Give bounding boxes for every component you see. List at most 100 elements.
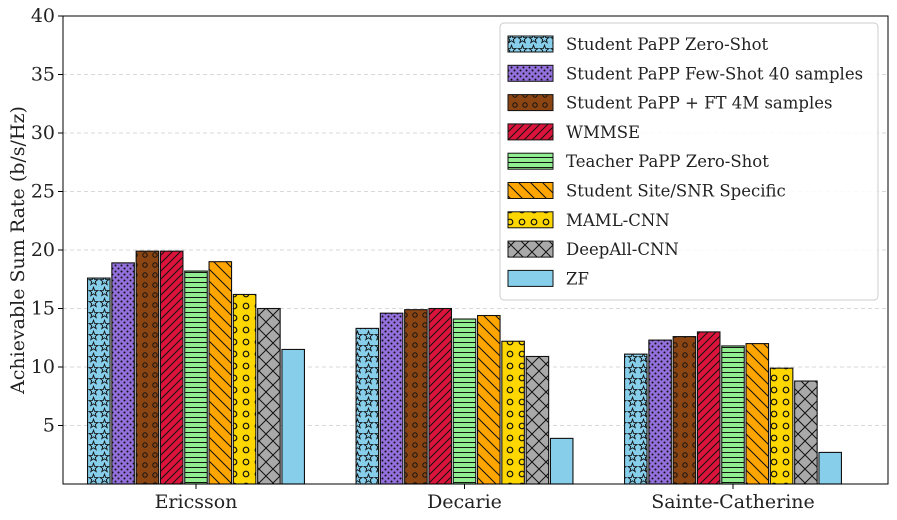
- legend: Student PaPP Zero-Shot Student PaPP Few-S…: [499, 22, 879, 301]
- y-tick-label: 20: [31, 239, 55, 261]
- legend-swatch-hatch: [508, 241, 553, 258]
- legend-item: MAML-CNN: [507, 211, 670, 230]
- bar-hatch: [501, 341, 525, 484]
- legend-label: ZF: [566, 269, 589, 288]
- bar-zf-ericsson: [281, 348, 306, 485]
- y-axis-title: Achievable Sum Rate (b/s/Hz): [7, 106, 29, 395]
- legend-swatch-outline: [507, 123, 554, 141]
- bar-maml-cnn-decarie: [501, 340, 525, 485]
- axes: 5 10 15 20 25 30 35 40 Achievable Sum Rate (b/s/…: [7, 5, 889, 513]
- legend-item: ZF: [507, 269, 589, 288]
- bar-hatch: [624, 354, 648, 484]
- bar-deepall-cnn-sainte-catherine: [794, 380, 818, 485]
- y-tick-label: 30: [31, 122, 55, 144]
- bar-fill: [281, 349, 305, 484]
- legend-swatch: [508, 270, 553, 287]
- bar-hatch: [87, 278, 111, 484]
- bar-zf-decarie: [549, 437, 574, 485]
- bar-hatch: [257, 308, 281, 484]
- legend-label: Student PaPP Zero-Shot: [566, 35, 769, 54]
- bar-teacher-papp-zero-shot-ericsson: [184, 270, 208, 485]
- bar-hatch: [209, 261, 232, 484]
- x-tick-label: Ericsson: [155, 491, 238, 513]
- bar-student-papp-few-shot-40-samples-ericsson: [111, 262, 135, 485]
- bar-hatch: [673, 336, 696, 484]
- y-tick-label: 25: [31, 181, 55, 203]
- legend-swatch-hatch: [508, 123, 553, 140]
- legend-item: Student PaPP Zero-Shot: [507, 35, 769, 54]
- legend-item: WMMSE: [507, 123, 640, 142]
- legend-swatch-outline: [507, 64, 554, 82]
- legend-label: Student PaPP + FT 4M samples: [566, 94, 832, 113]
- plot-frame: [62, 15, 889, 485]
- bar-deepall-cnn-ericsson: [257, 307, 281, 485]
- bar-hatch: [136, 251, 159, 484]
- legend-swatch-outline: [507, 94, 554, 112]
- y-tick-label: 15: [31, 298, 55, 320]
- legend-item: Student Site/SNR Specific: [507, 182, 786, 201]
- bar-student-papp-zero-shot-decarie: [355, 327, 380, 485]
- bar-hatch: [794, 381, 818, 484]
- bar-teacher-papp-zero-shot-sainte-catherine: [721, 345, 745, 485]
- legend-item: Student PaPP Few-Shot 40 samples: [507, 64, 863, 83]
- bar-wmmse-decarie: [428, 307, 453, 485]
- bar-hatch: [404, 309, 428, 484]
- bar-hatch: [477, 315, 501, 484]
- bar-student-site-snr-specific-ericsson: [208, 261, 233, 485]
- legend-swatch-hatch: [508, 153, 553, 170]
- bar-student-site-snr-specific-decarie: [476, 314, 501, 485]
- bar-hatch: [453, 319, 476, 484]
- legend-swatch-outline: [507, 152, 554, 170]
- bar-hatch: [697, 331, 720, 484]
- bar-student-papp-ft-4m-samples-sainte-catherine: [672, 336, 697, 485]
- legend-item: DeepAll-CNN: [507, 240, 679, 259]
- bar-hatch: [160, 251, 183, 484]
- bar-hatch: [721, 345, 745, 484]
- bar-zf-sainte-catherine: [818, 451, 843, 485]
- legend-swatch-hatch: [508, 211, 553, 228]
- legend-swatch-outline: [507, 211, 554, 229]
- legend-box: [499, 22, 879, 301]
- bar-hatch: [428, 308, 452, 484]
- legend-item: Teacher PaPP Zero-Shot: [507, 152, 769, 171]
- legend-label: Student PaPP Few-Shot 40 samples: [566, 64, 863, 83]
- bars-group: [87, 250, 843, 485]
- bar-maml-cnn-ericsson: [232, 293, 257, 485]
- bar-hatch: [356, 328, 379, 484]
- bar-student-papp-zero-shot-ericsson: [87, 277, 111, 485]
- legend-swatch-hatch: [508, 36, 553, 52]
- legend-label: DeepAll-CNN: [566, 240, 679, 259]
- bar-hatch: [648, 340, 672, 484]
- bar-student-site-snr-specific-sainte-catherine: [745, 343, 770, 485]
- legend-item: Student PaPP + FT 4M samples: [507, 94, 832, 113]
- bar-hatch: [746, 343, 769, 484]
- legend-swatch-hatch: [508, 65, 553, 82]
- y-tick-label: 40: [31, 5, 55, 27]
- bar-student-papp-zero-shot-sainte-catherine: [623, 353, 648, 485]
- bar-student-papp-few-shot-40-samples-decarie: [379, 312, 404, 485]
- legend-label: Teacher PaPP Zero-Shot: [566, 152, 769, 171]
- bar-hatch: [770, 368, 793, 484]
- x-tick-label: Sainte-Catherine: [651, 491, 815, 513]
- bar-fill: [818, 452, 842, 484]
- bar-hatch: [111, 262, 135, 484]
- bar-wmmse-ericsson: [159, 250, 184, 485]
- y-tick-label: 10: [31, 356, 55, 378]
- bar-wmmse-sainte-catherine: [696, 331, 721, 485]
- bar-hatch: [233, 294, 256, 484]
- bar-teacher-papp-zero-shot-decarie: [452, 318, 477, 485]
- bar-student-papp-ft-4m-samples-decarie: [404, 309, 428, 485]
- legend-label: Student Site/SNR Specific: [566, 182, 786, 201]
- y-tick-label: 5: [43, 415, 55, 437]
- bar-deepall-cnn-decarie: [525, 355, 550, 485]
- legend-swatch-hatch: [508, 182, 553, 199]
- legend-swatch-hatch: [508, 94, 553, 111]
- x-tick-label: Decarie: [427, 491, 502, 513]
- legend-swatch-outline: [507, 182, 554, 199]
- y-tick-label: 35: [31, 64, 55, 86]
- legend-label: WMMSE: [566, 123, 640, 142]
- bar-student-papp-few-shot-40-samples-sainte-catherine: [648, 339, 672, 485]
- bar-student-papp-ft-4m-samples-ericsson: [135, 250, 160, 485]
- bar-hatch: [526, 356, 549, 484]
